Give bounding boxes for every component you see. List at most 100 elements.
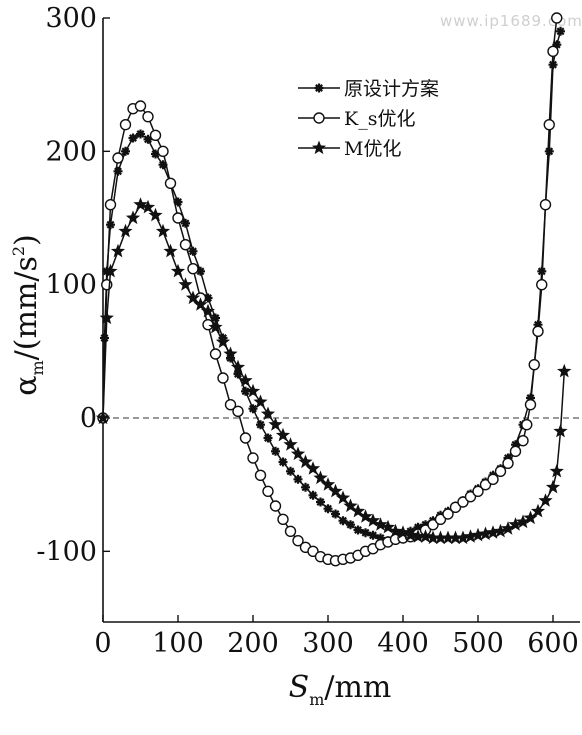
- data-point-asterisk: [143, 134, 153, 144]
- data-point-circle: [202, 318, 214, 331]
- x-tick-label: 600: [527, 628, 579, 659]
- data-point-circle: [434, 513, 447, 526]
- data-point-circle: [149, 129, 162, 142]
- data-point-circle: [427, 518, 439, 531]
- data-point-star: [545, 479, 561, 494]
- x-tick-label: 200: [227, 628, 279, 659]
- data-point-circle: [487, 473, 499, 486]
- data-point-asterisk: [248, 404, 258, 414]
- data-point-asterisk: [233, 369, 243, 379]
- data-point-asterisk: [413, 522, 423, 532]
- data-point-star: [448, 530, 463, 545]
- data-point-asterisk: [346, 520, 355, 530]
- legend-label: K_s优化: [344, 108, 415, 130]
- x-tick-label: 0: [94, 628, 111, 659]
- x-tick-label: 400: [377, 628, 429, 659]
- data-point-star: [508, 517, 523, 531]
- x-tick-label: 500: [452, 628, 504, 659]
- data-point-star: [523, 510, 538, 525]
- data-point-star: [208, 319, 223, 334]
- data-point-star: [440, 530, 456, 545]
- data-point-star: [470, 527, 486, 542]
- data-point-circle: [509, 445, 522, 458]
- data-point-circle: [292, 534, 304, 547]
- data-point-star: [298, 454, 313, 469]
- data-point-star: [215, 334, 231, 349]
- data-point-star: [463, 529, 478, 543]
- data-point-asterisk: [136, 129, 145, 139]
- data-point-star: [118, 223, 133, 238]
- data-point-asterisk: [556, 26, 565, 36]
- data-point-star: [365, 513, 381, 527]
- data-point-circle: [521, 418, 533, 431]
- data-point-circle: [209, 348, 222, 360]
- data-point-circle: [277, 513, 289, 526]
- data-point-circle: [517, 434, 529, 447]
- data-point-circle: [472, 485, 484, 498]
- data-point-star: [373, 517, 388, 531]
- data-point-star: [253, 394, 268, 409]
- data-point-star: [313, 470, 328, 485]
- data-point-star: [125, 210, 141, 225]
- data-point-star: [530, 503, 546, 518]
- data-point-star: [238, 373, 253, 387]
- data-point-asterisk: [151, 149, 160, 159]
- data-point-star: [557, 363, 572, 378]
- data-point-circle: [284, 525, 297, 538]
- data-point-circle: [254, 469, 267, 482]
- series-line-asterisk: [102, 31, 562, 542]
- data-point-circle: [532, 325, 544, 338]
- data-point-circle: [247, 452, 259, 464]
- data-point-circle: [269, 500, 282, 512]
- data-point-star: [170, 263, 186, 278]
- data-point-asterisk: [286, 466, 295, 476]
- data-point-asterisk: [158, 160, 168, 170]
- data-point-asterisk: [173, 197, 183, 207]
- y-ticks: -100 0 100 200 300: [36, 3, 110, 567]
- data-point-star: [350, 503, 366, 518]
- data-point-star: [328, 483, 343, 498]
- y-tick-label: 0: [80, 403, 97, 434]
- data-point-circle: [164, 177, 177, 190]
- data-point-circle: [536, 278, 548, 291]
- data-point-asterisk: [293, 474, 303, 484]
- data-point-circle: [539, 198, 552, 211]
- data-point-asterisk: [211, 313, 220, 323]
- data-point-asterisk: [128, 133, 138, 143]
- data-point-star: [305, 461, 321, 475]
- data-point-circle: [179, 238, 192, 251]
- data-point-asterisk: [203, 293, 213, 303]
- data-point-circle: [104, 198, 117, 211]
- y-tick-label: 100: [45, 270, 97, 301]
- data-point-star: [403, 527, 418, 542]
- data-point-circle: [442, 508, 454, 520]
- data-point-asterisk: [316, 497, 325, 507]
- data-point-star: [110, 243, 126, 258]
- data-point-circle: [172, 212, 184, 224]
- data-point-circle: [528, 358, 540, 371]
- data-point-asterisk: [241, 386, 250, 396]
- x-axis-title: Sm/mm: [289, 670, 392, 709]
- series-layer: [95, 12, 572, 567]
- data-point-star: [395, 525, 411, 539]
- data-point-asterisk: [308, 490, 318, 500]
- data-point-circle: [551, 12, 563, 24]
- data-point-star: [200, 303, 216, 318]
- legend-marker-asterisk: [314, 83, 324, 93]
- data-point-asterisk: [121, 146, 130, 156]
- data-point-asterisk: [196, 266, 205, 276]
- data-point-asterisk: [368, 530, 378, 540]
- data-point-star: [99, 310, 114, 325]
- data-point-star: [358, 509, 373, 523]
- data-point-asterisk: [106, 220, 115, 230]
- y-axis-title: αm/(mm/s2): [9, 234, 47, 396]
- watermark: www.ip1689.com: [440, 12, 582, 30]
- data-point-star: [230, 359, 246, 374]
- x-tick-label: 300: [302, 628, 354, 659]
- data-point-asterisk: [100, 333, 109, 343]
- data-point-star: [500, 521, 516, 535]
- data-point-star: [380, 519, 396, 534]
- data-point-asterisk: [263, 433, 273, 443]
- data-point-circle: [224, 398, 237, 411]
- data-point-star: [493, 523, 508, 538]
